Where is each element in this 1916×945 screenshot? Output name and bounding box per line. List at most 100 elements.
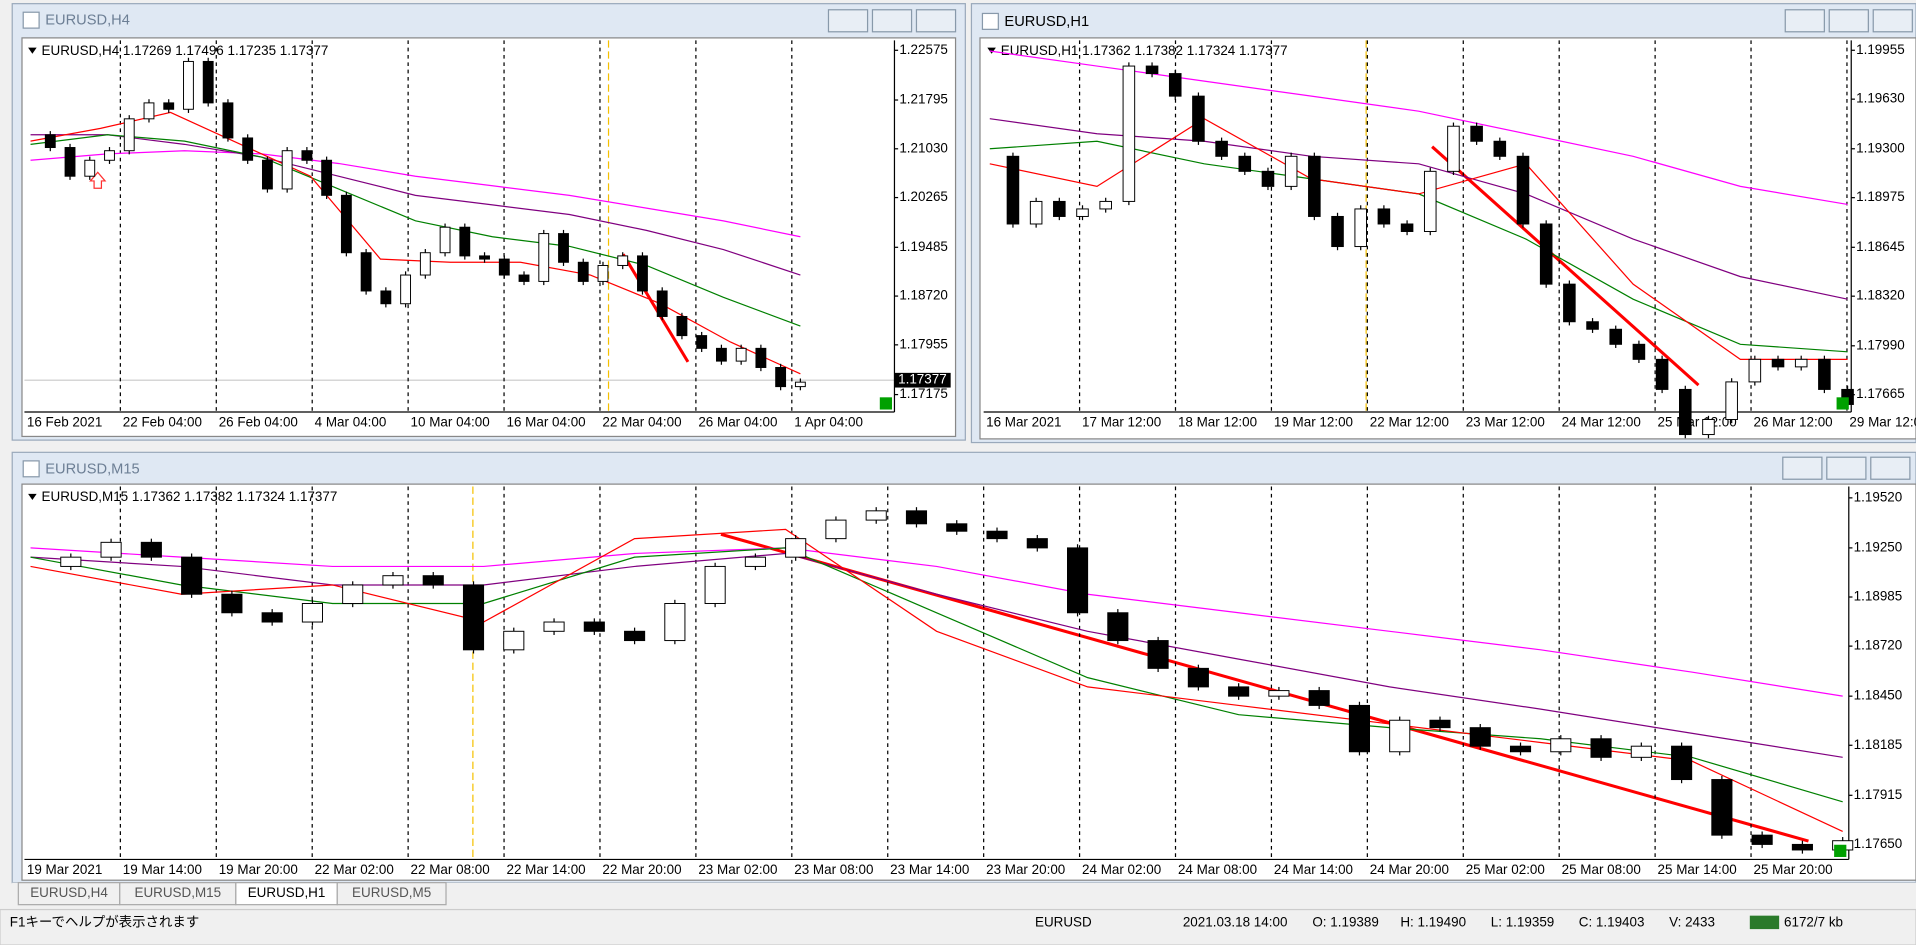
candle bbox=[301, 603, 323, 623]
candle bbox=[1006, 155, 1020, 225]
candle bbox=[1771, 358, 1785, 368]
tab-label[interactable]: EURUSD,M5 bbox=[352, 885, 431, 900]
candle bbox=[1423, 170, 1437, 232]
candle bbox=[1076, 208, 1089, 217]
candle bbox=[1655, 358, 1669, 390]
y-tick-label: 1.18645 bbox=[1856, 239, 1905, 254]
candle bbox=[624, 630, 646, 642]
autotrade-indicator bbox=[1834, 844, 1847, 857]
candle bbox=[183, 60, 194, 110]
x-tick-label: 4 Mar 04:00 bbox=[315, 415, 387, 430]
status-traffic: 6172/7 kb bbox=[1784, 915, 1843, 930]
maximize-button[interactable] bbox=[871, 9, 913, 33]
candle bbox=[1308, 690, 1330, 706]
candle bbox=[1818, 358, 1831, 390]
status-symbol: EURUSD bbox=[1035, 915, 1092, 930]
candle bbox=[1122, 65, 1136, 202]
chart-area bbox=[21, 37, 957, 438]
candle bbox=[400, 274, 412, 305]
candle bbox=[1493, 140, 1507, 157]
close-button[interactable] bbox=[1872, 9, 1913, 33]
candle bbox=[1099, 200, 1112, 210]
candle bbox=[100, 541, 122, 558]
close-button[interactable] bbox=[1870, 456, 1911, 480]
candle bbox=[543, 621, 565, 632]
y-tick-label: 1.18450 bbox=[1854, 688, 1903, 703]
minimize-button[interactable] bbox=[827, 9, 869, 33]
x-tick-label: 29 Mar 12:00 bbox=[1849, 415, 1916, 430]
candle bbox=[1192, 95, 1205, 142]
candle bbox=[380, 290, 392, 305]
candle bbox=[1794, 358, 1808, 368]
candle bbox=[1791, 843, 1813, 851]
x-tick-label: 22 Feb 04:00 bbox=[123, 415, 202, 430]
candle bbox=[1145, 65, 1159, 75]
y-tick-label: 1.19520 bbox=[1854, 489, 1903, 504]
x-tick-label: 26 Mar 04:00 bbox=[698, 415, 777, 430]
candle bbox=[1447, 125, 1460, 172]
x-tick-label: 26 Mar 12:00 bbox=[1753, 415, 1832, 430]
status-open: O: 1.19389 bbox=[1312, 915, 1378, 930]
x-tick-label: 24 Mar 08:00 bbox=[1178, 862, 1257, 877]
y-tick-label: 1.18720 bbox=[1854, 638, 1903, 653]
candle bbox=[1470, 125, 1483, 142]
moving-average bbox=[30, 111, 801, 375]
candle bbox=[60, 556, 82, 567]
maximize-button[interactable] bbox=[1826, 456, 1867, 480]
candle bbox=[242, 137, 254, 161]
y-tick-label: 1.19250 bbox=[1854, 539, 1903, 554]
y-tick-label: 1.17665 bbox=[1856, 386, 1905, 401]
candle bbox=[459, 226, 471, 257]
minimize-button[interactable] bbox=[1784, 9, 1825, 33]
candle bbox=[222, 102, 234, 139]
x-tick-label: 10 Mar 04:00 bbox=[411, 415, 490, 430]
y-tick-label: 1.17990 bbox=[1856, 337, 1905, 352]
candle bbox=[1632, 343, 1646, 360]
minimize-button[interactable] bbox=[1782, 456, 1823, 480]
tab-label[interactable]: EURUSD,H1 bbox=[248, 885, 326, 900]
candle bbox=[181, 556, 203, 595]
charts: EURUSD,H4 1.17269 1.17496 1.17235 1.1737… bbox=[24, 40, 1916, 877]
y-tick-label: 1.18975 bbox=[1856, 189, 1905, 204]
candle bbox=[1187, 667, 1209, 688]
traffic-bars bbox=[1749, 915, 1780, 930]
candle bbox=[479, 255, 490, 260]
candle bbox=[104, 150, 115, 161]
y-tick-label: 1.21030 bbox=[899, 140, 948, 155]
y-tick-label: 1.18185 bbox=[1854, 737, 1903, 752]
candle bbox=[1469, 727, 1491, 747]
trend-line[interactable] bbox=[1431, 145, 1700, 387]
trend-line[interactable] bbox=[621, 253, 690, 363]
close-button[interactable] bbox=[915, 9, 957, 33]
chart-area bbox=[979, 37, 1916, 440]
candle bbox=[123, 118, 135, 152]
candle bbox=[163, 102, 175, 110]
chart-info: EURUSD,M15 1.17362 1.17382 1.17324 1.173… bbox=[42, 489, 338, 504]
window-title: EURUSD,M15 bbox=[45, 461, 139, 477]
candle bbox=[419, 252, 431, 276]
candle bbox=[577, 261, 589, 282]
maximize-button[interactable] bbox=[1828, 9, 1869, 33]
status-volume: V: 2433 bbox=[1669, 915, 1715, 930]
candle bbox=[865, 510, 887, 521]
tab-label[interactable]: EURUSD,H4 bbox=[30, 885, 108, 900]
tab[interactable] bbox=[336, 882, 447, 906]
candle bbox=[755, 347, 767, 368]
window-title: EURUSD,H1 bbox=[1004, 14, 1089, 30]
status-high: H: 1.19490 bbox=[1400, 915, 1466, 930]
candle bbox=[221, 593, 243, 614]
y-tick-label: 1.19955 bbox=[1856, 42, 1905, 57]
candle bbox=[1671, 745, 1693, 781]
candle bbox=[905, 510, 928, 525]
candle bbox=[518, 274, 530, 282]
x-tick-label: 16 Feb 2021 bbox=[27, 415, 102, 430]
candle bbox=[946, 523, 968, 532]
candle bbox=[664, 603, 686, 642]
moving-average bbox=[30, 528, 1843, 832]
candle bbox=[503, 630, 525, 651]
tab-label[interactable]: EURUSD,M15 bbox=[134, 885, 221, 900]
traffic-icon bbox=[1749, 915, 1780, 930]
candle bbox=[202, 60, 214, 104]
moving-average bbox=[30, 547, 1843, 697]
